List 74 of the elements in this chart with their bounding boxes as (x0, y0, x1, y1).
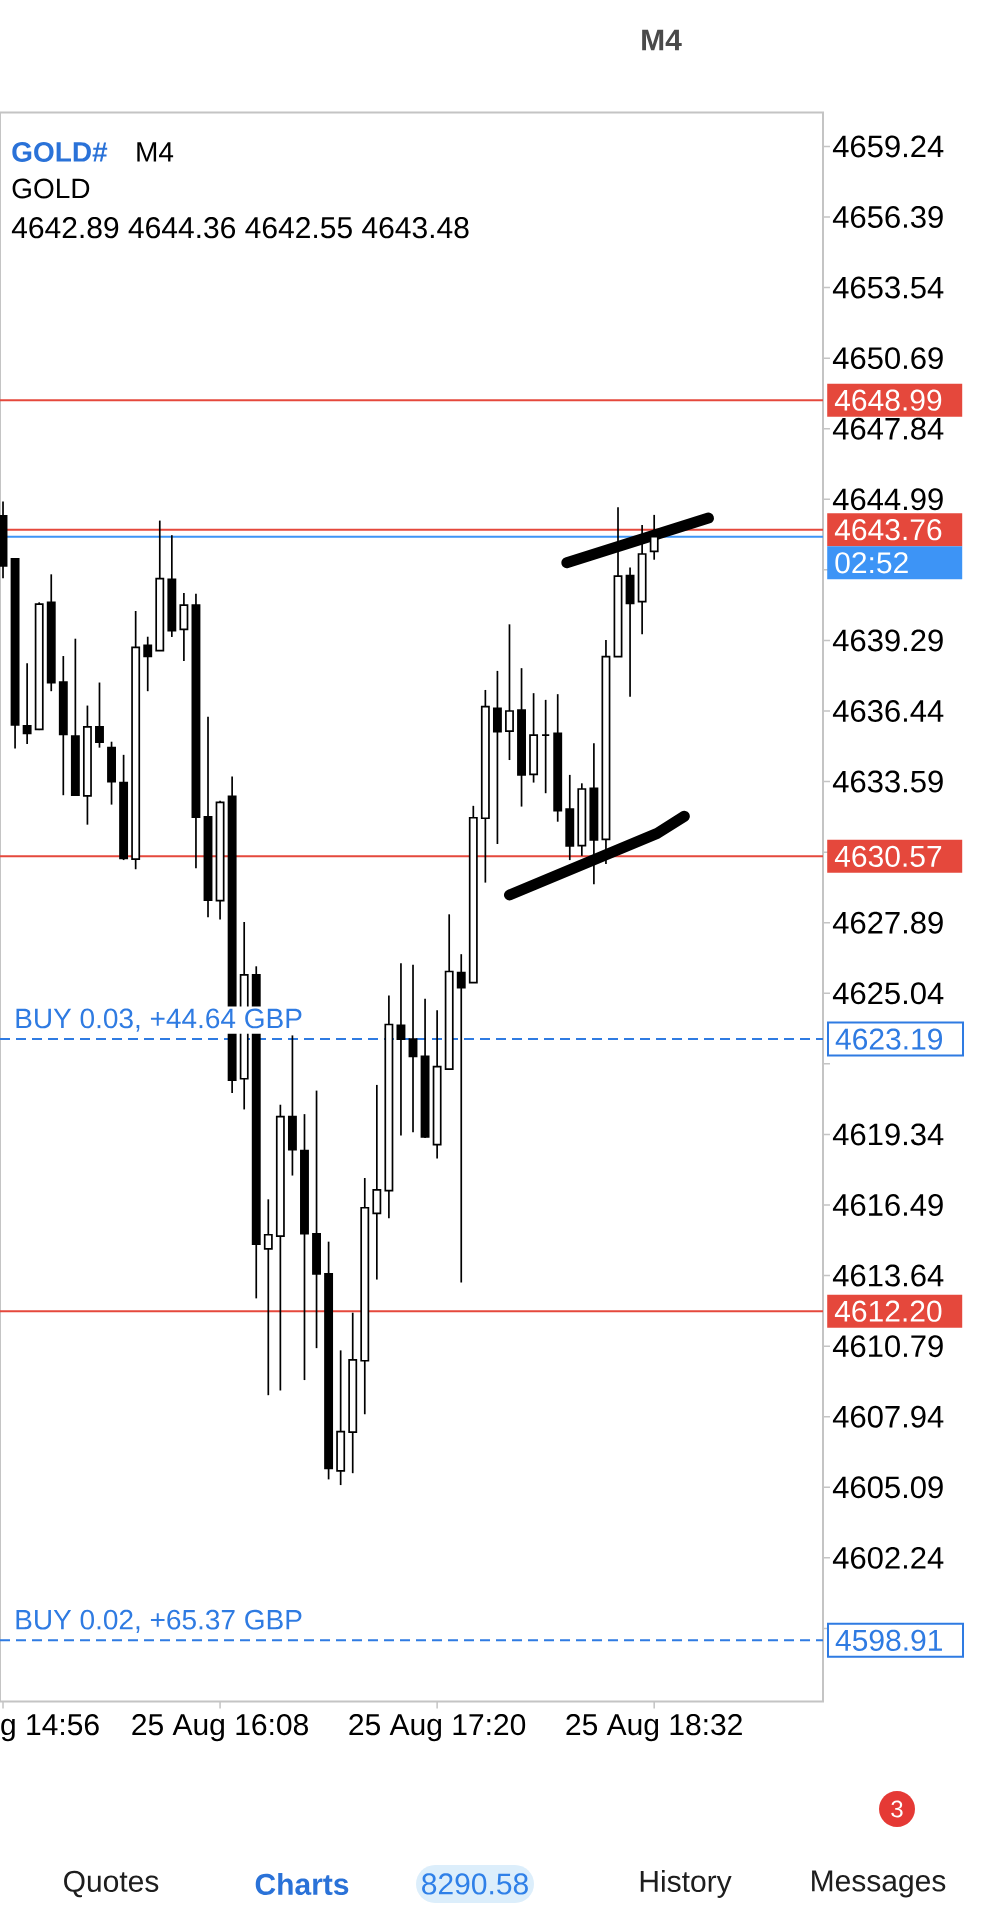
y-tick-label: 4625.04 (832, 982, 944, 1005)
y-tick-label: 4633.59 (832, 770, 943, 793)
annotation: BUY 0.02, +65.37 GBP (16, 1609, 302, 1633)
y-tick-label: 4613.64 (832, 1264, 944, 1287)
text: History (640, 1870, 732, 1898)
candlestick (46, 573, 56, 693)
candlestick (312, 1089, 321, 1349)
candlestick (179, 592, 189, 662)
candlestick (131, 610, 141, 871)
y-tick-label: 4653.54 (832, 276, 944, 299)
candlestick (492, 670, 502, 845)
text: Messages (812, 1870, 946, 1898)
candlestick (456, 953, 466, 1284)
candlestick (505, 623, 514, 761)
ref-line-label: 4612.20 (834, 1300, 942, 1322)
text: M4 (642, 29, 682, 51)
annotation: 4642.89 4644.36 4642.55 4643.48 (11, 217, 469, 239)
candlestick (143, 635, 153, 693)
y-tick-label: 4650.69 (832, 347, 943, 370)
candlestick (22, 662, 32, 745)
ref-line-label: 4648.99 (834, 389, 942, 411)
candlestick (553, 693, 563, 823)
candlestick (300, 1113, 309, 1381)
x-tick-label: 25 Aug 16:08 (132, 1714, 308, 1742)
text: 02:52 (835, 552, 908, 574)
candlestick (577, 782, 587, 857)
candlestick (565, 774, 575, 861)
y-tick-label: 4616.49 (832, 1194, 943, 1216)
candlestick (372, 1084, 382, 1281)
ref-line-label: 4630.57 (834, 845, 942, 867)
candlestick (167, 534, 177, 638)
candlestick (625, 566, 635, 698)
x-tick-label: 25 Aug 17:20 (349, 1714, 526, 1742)
y-tick-label: 4656.39 (832, 206, 943, 228)
candlestick (0, 500, 8, 580)
y-tick-label: 4627.89 (832, 911, 943, 934)
candlestick (203, 715, 213, 919)
text: Quotes (64, 1870, 159, 1898)
y-tick-label: 4619.34 (832, 1123, 944, 1146)
text: 3 (891, 1800, 903, 1818)
candlestick (517, 667, 526, 808)
y-tick-label: 4602.24 (832, 1546, 944, 1569)
y-tick-label: 4636.44 (832, 700, 944, 722)
y-tick-label: 4659.24 (832, 135, 944, 158)
text: Charts (255, 1872, 349, 1896)
x-tick-label: 25 Aug 18:32 (566, 1714, 742, 1742)
candlestick (82, 704, 92, 826)
x-tick-label: g 14:56 (1, 1714, 99, 1742)
text: GOLD (12, 178, 90, 199)
text: GOLD# (12, 142, 108, 162)
y-tick-label: 4647.84 (832, 417, 944, 440)
candlestick (396, 962, 406, 1137)
y-tick-label: 4605.09 (832, 1476, 943, 1499)
candlestick (432, 1009, 442, 1160)
candlestick (34, 601, 44, 731)
ref-line-label: 4598.91 (835, 1629, 942, 1651)
candlestick (287, 1034, 297, 1177)
candlestick (191, 592, 201, 870)
candlestick (336, 1349, 346, 1486)
ref-line-label: 4623.19 (835, 1028, 942, 1050)
y-tick-label: 4644.99 (832, 488, 943, 511)
candlestick (263, 1198, 273, 1397)
annotation: BUY 0.03, +44.64 GBP (16, 1008, 302, 1032)
ref-line-label: 4643.76 (834, 519, 942, 541)
candlestick (348, 1311, 358, 1475)
annotation: M4 (137, 142, 174, 162)
candlestick (420, 997, 430, 1138)
y-tick-label: 4610.79 (832, 1335, 943, 1358)
text: 8290.58 (422, 1873, 528, 1895)
y-tick-label: 4639.29 (832, 629, 943, 652)
y-tick-label: 4607.94 (832, 1405, 944, 1428)
candlestick (360, 1177, 370, 1416)
candlestick (58, 655, 68, 797)
candlestick (384, 994, 394, 1219)
